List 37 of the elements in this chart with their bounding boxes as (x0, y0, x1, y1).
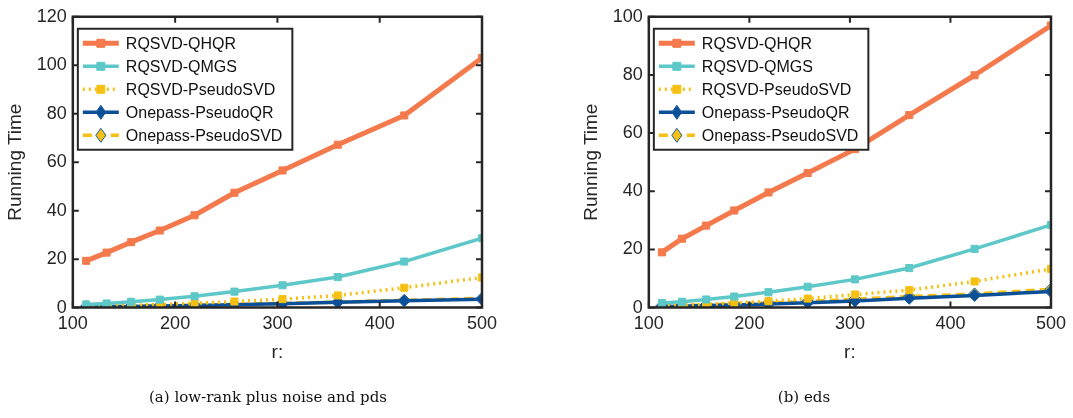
y-tick-label: 0 (56, 296, 67, 317)
x-tick-label: 200 (734, 313, 765, 334)
legend-label: RQSVD-QMGS (701, 57, 813, 75)
x-tick-label: 500 (1035, 313, 1067, 334)
legend-label: RQSVD-QHQR (701, 34, 813, 52)
text: (a) low-rank plus noise and pds (148, 388, 388, 406)
legend-label: RQSVD-PseudoSVD (125, 80, 276, 98)
y-tick-label: 100 (612, 5, 643, 26)
legend-label: Onepass-PseudoQR (701, 103, 850, 121)
y-tick-label: 0 (632, 296, 643, 317)
legend-label: RQSVD-PseudoSVD (701, 80, 852, 98)
x-tick-label: 300 (262, 313, 293, 334)
legend-label: RQSVD-QHQR (125, 34, 237, 52)
y-tick-label: 20 (622, 238, 643, 259)
legend-label: Onepass-PseudoSVD (701, 126, 859, 144)
y-axis-title: Running Time (3, 103, 25, 221)
y-tick-label: 120 (36, 5, 67, 26)
y-tick-label: 100 (36, 54, 67, 75)
legend-label: Onepass-PseudoSVD (125, 126, 283, 144)
x-tick-label: 200 (160, 313, 191, 334)
legend-label: RQSVD-QMGS (125, 57, 237, 75)
x-tick-label: 400 (364, 313, 395, 334)
legend-label: Onepass-PseudoQR (125, 103, 274, 121)
y-axis-title: Running Time (579, 103, 601, 221)
text: (b) eds (776, 388, 832, 406)
x-tick-label: 300 (834, 313, 865, 334)
y-tick-label: 40 (46, 199, 67, 220)
x-tick-label: 500 (466, 313, 498, 334)
x-axis-title: r: (844, 340, 856, 362)
y-tick-label: 80 (622, 63, 643, 84)
y-tick-label: 80 (46, 102, 67, 123)
y-tick-label: 20 (46, 248, 67, 269)
y-tick-label: 60 (622, 122, 643, 143)
y-tick-label: 60 (46, 151, 67, 172)
y-tick-label: 40 (622, 180, 643, 201)
x-tick-label: 400 (935, 313, 966, 334)
x-axis-title: r: (271, 340, 284, 362)
